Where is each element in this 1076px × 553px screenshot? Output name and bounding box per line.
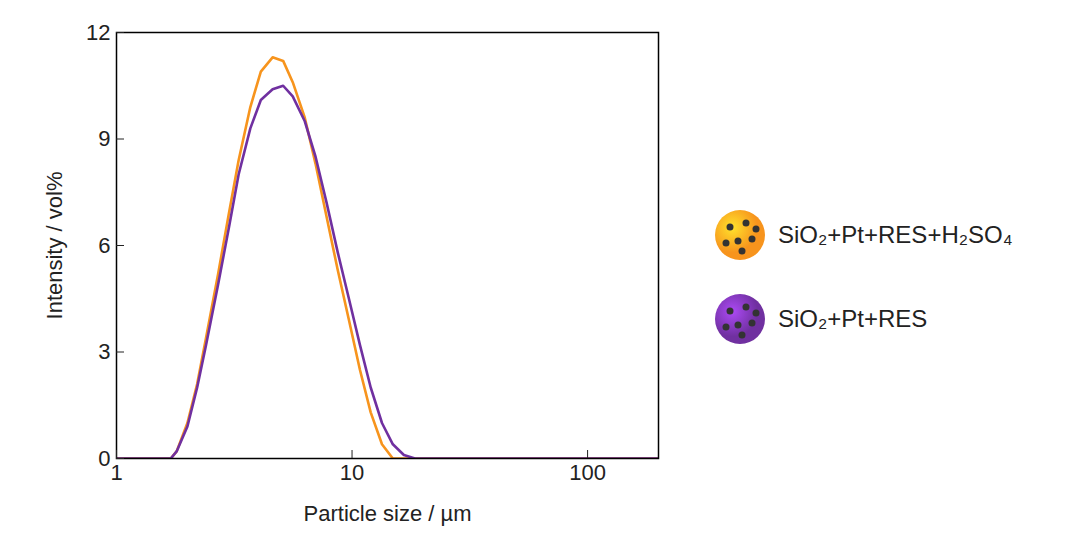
svg-text:Particle size / µm: Particle size / µm bbox=[304, 500, 472, 525]
svg-text:3: 3 bbox=[98, 339, 110, 364]
svg-text:Intensity / vol%: Intensity / vol% bbox=[42, 171, 67, 319]
svg-text:0: 0 bbox=[98, 445, 110, 470]
html-text:SiO₂+Pt+RES+H₂SO₄: SiO₂+Pt+RES+H₂SO₄ bbox=[778, 220, 1013, 248]
svg-text:9: 9 bbox=[98, 126, 110, 151]
svg-text:1: 1 bbox=[110, 460, 122, 485]
svg-text:6: 6 bbox=[98, 232, 110, 257]
svg-text:10: 10 bbox=[340, 460, 364, 485]
svg-text:12: 12 bbox=[86, 19, 110, 44]
svg-text:100: 100 bbox=[569, 460, 606, 485]
html-text:SiO₂+Pt+RES: SiO₂+Pt+RES bbox=[778, 304, 928, 332]
